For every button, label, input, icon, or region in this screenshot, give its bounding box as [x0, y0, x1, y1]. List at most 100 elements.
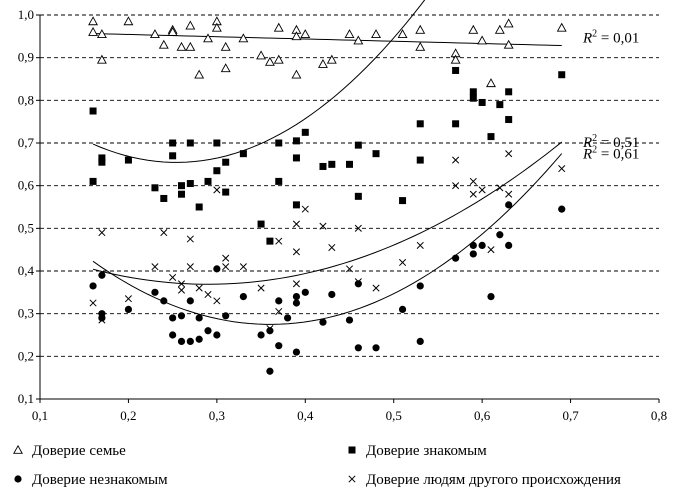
- y-tick-label: 0,7: [18, 135, 35, 150]
- point-family: [344, 29, 355, 39]
- point-other-origin: [469, 177, 477, 185]
- legend: Доверие семье Доверие знакомым Доверие нез…: [13, 443, 621, 488]
- y-tick-label: 0,5: [18, 220, 34, 235]
- point-acquaintances: [399, 197, 407, 205]
- point-acquaintances: [469, 94, 477, 102]
- point-strangers: [204, 327, 212, 335]
- point-other-origin: [292, 220, 300, 228]
- point-acquaintances: [98, 154, 106, 162]
- x-tick-label: 0,7: [562, 408, 579, 423]
- point-other-origin: [292, 280, 300, 288]
- point-strangers: [372, 344, 380, 352]
- y-tick-label: 0,1: [18, 391, 34, 406]
- point-strangers: [469, 241, 477, 249]
- point-other-origin: [195, 284, 203, 292]
- point-strangers: [345, 316, 354, 324]
- point-family: [477, 35, 488, 45]
- point-acquaintances: [239, 150, 247, 158]
- point-family: [415, 41, 426, 51]
- point-strangers: [275, 297, 283, 305]
- point-other-origin: [558, 165, 566, 173]
- point-family: [273, 22, 284, 32]
- point-strangers: [487, 293, 495, 301]
- point-family: [185, 41, 196, 51]
- point-acquaintances: [169, 152, 177, 160]
- x-tick-label: 0,5: [386, 408, 402, 423]
- point-acquaintances: [213, 139, 221, 147]
- point-family: [158, 39, 169, 49]
- point-strangers: [275, 342, 283, 350]
- point-family: [556, 22, 567, 32]
- point-strangers: [292, 299, 301, 307]
- point-family: [273, 54, 284, 64]
- point-other-origin: [319, 222, 327, 230]
- point-strangers: [213, 265, 221, 273]
- point-family: [96, 29, 107, 39]
- point-strangers: [505, 201, 513, 209]
- legend-item-family: Доверие семье: [13, 443, 126, 459]
- point-family: [220, 41, 231, 51]
- point-other-origin: [275, 307, 283, 316]
- point-other-origin: [292, 248, 300, 256]
- point-strangers: [398, 305, 407, 313]
- point-acquaintances: [186, 139, 194, 147]
- point-acquaintances: [452, 120, 460, 128]
- point-acquaintances: [354, 141, 362, 149]
- point-acquaintances: [558, 71, 566, 79]
- point-other-origin: [98, 229, 106, 237]
- x-tick-label: 0,8: [651, 408, 667, 423]
- point-strangers: [98, 314, 106, 322]
- legend-item-other-origin: Доверие людям другого происхождения: [348, 472, 621, 488]
- point-strangers: [151, 288, 159, 296]
- point-family: [300, 29, 311, 39]
- point-strangers: [266, 327, 274, 335]
- point-acquaintances: [222, 158, 230, 166]
- trend-line-acquaintances: [92, 0, 426, 163]
- point-other-origin: [177, 286, 186, 294]
- data-points: [88, 16, 567, 375]
- point-strangers: [354, 280, 362, 288]
- point-strangers: [195, 314, 203, 322]
- point-acquaintances: [478, 98, 486, 106]
- y-tick-label: 0,6: [18, 178, 35, 193]
- point-strangers: [416, 282, 424, 290]
- point-family: [503, 39, 514, 49]
- x-tick-label: 0,6: [474, 408, 491, 423]
- point-acquaintances: [292, 154, 300, 162]
- point-family: [291, 69, 302, 79]
- point-family: [96, 54, 107, 64]
- point-family: [291, 31, 302, 41]
- point-family: [468, 24, 479, 34]
- point-family: [185, 20, 196, 30]
- point-acquaintances: [319, 162, 327, 170]
- point-acquaintances: [89, 177, 97, 185]
- point-strangers: [98, 271, 106, 279]
- point-strangers: [177, 312, 186, 320]
- point-acquaintances: [469, 88, 477, 96]
- grid: [40, 14, 659, 357]
- point-other-origin: [452, 156, 460, 164]
- legend-label-other-origin: Доверие людям другого происхождения: [366, 472, 621, 488]
- point-acquaintances: [505, 88, 513, 96]
- point-acquaintances: [301, 128, 309, 136]
- point-acquaintances: [124, 156, 132, 164]
- point-strangers: [186, 297, 194, 305]
- point-family: [211, 22, 222, 32]
- point-other-origin: [124, 295, 132, 303]
- legend-label-strangers: Доверие незнакомым: [32, 472, 168, 488]
- point-strangers: [328, 290, 336, 299]
- point-family: [494, 24, 505, 34]
- point-acquaintances: [346, 160, 353, 168]
- point-other-origin: [266, 325, 274, 333]
- point-family: [238, 33, 249, 43]
- point-other-origin: [89, 299, 97, 307]
- point-strangers: [213, 331, 221, 339]
- point-strangers: [89, 282, 97, 290]
- point-family: [264, 56, 275, 66]
- point-other-origin: [239, 263, 247, 271]
- point-strangers: [319, 318, 327, 326]
- legend-item-strangers: Доверие незнакомым: [14, 472, 168, 488]
- point-acquaintances: [177, 182, 185, 190]
